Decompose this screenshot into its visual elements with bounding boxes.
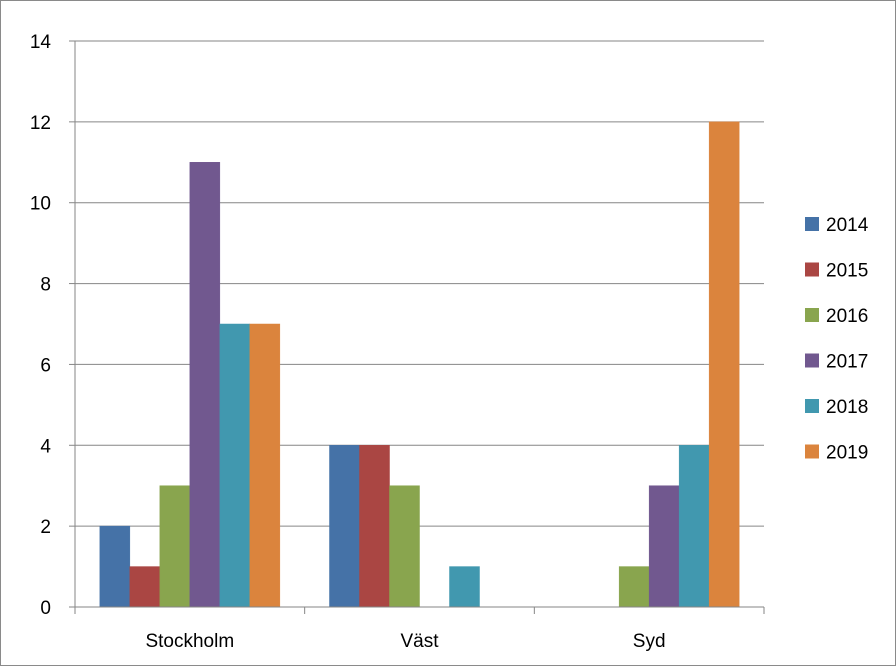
- y-tick-label: 6: [40, 355, 51, 376]
- bar-2018-stockholm: [219, 323, 251, 608]
- legend-swatch-2015: [805, 262, 819, 277]
- bar-2017-stockholm: [189, 162, 221, 608]
- legend-swatch-2017: [805, 353, 819, 368]
- bar-2018-väst: [449, 566, 480, 608]
- bar-2018-syd: [678, 445, 710, 608]
- bar-2014-väst: [329, 445, 360, 608]
- gridlines: [75, 40, 764, 527]
- legend: 2014 2015 2016 2017 2018 2019: [805, 215, 869, 464]
- bar-2015-stockholm: [129, 566, 161, 608]
- legend-swatch-2018: [805, 399, 819, 413]
- bar-2016-väst: [389, 485, 420, 608]
- x-tick-label: Väst: [400, 631, 439, 652]
- y-tick-label: 10: [30, 194, 51, 215]
- axes: 0 2 4 6 8 10 12 14 Stockholm Väst Syd: [30, 32, 765, 652]
- legend-swatch-2016: [805, 308, 819, 322]
- y-tick-label: 12: [30, 113, 51, 134]
- bar-2016-syd: [618, 566, 650, 608]
- y-tick-label: 2: [40, 517, 51, 538]
- legend-label-2019: 2019: [826, 443, 868, 464]
- bar-2019-syd: [708, 121, 740, 608]
- legend-label-2014: 2014: [826, 215, 869, 236]
- y-tick-label: 8: [40, 275, 51, 296]
- y-tick-label: 14: [30, 32, 52, 53]
- bar-2014-stockholm: [99, 525, 131, 608]
- legend-label-2016: 2016: [826, 306, 868, 327]
- legend-label-2017: 2017: [826, 352, 868, 373]
- bar-2017-syd: [648, 485, 680, 608]
- x-tick-label: Stockholm: [145, 631, 234, 652]
- y-tick-label: 0: [40, 598, 51, 619]
- legend-label-2015: 2015: [826, 261, 868, 282]
- legend-swatch-2019: [805, 444, 819, 459]
- bars: [99, 121, 740, 608]
- legend-label-2018: 2018: [826, 397, 868, 418]
- y-tick-label: 4: [40, 436, 51, 457]
- bar-2015-väst: [359, 445, 390, 608]
- x-tick-label: Syd: [633, 631, 666, 652]
- legend-swatch-2014: [805, 217, 819, 231]
- bar-2019-stockholm: [249, 323, 281, 608]
- bar-2016-stockholm: [159, 485, 191, 608]
